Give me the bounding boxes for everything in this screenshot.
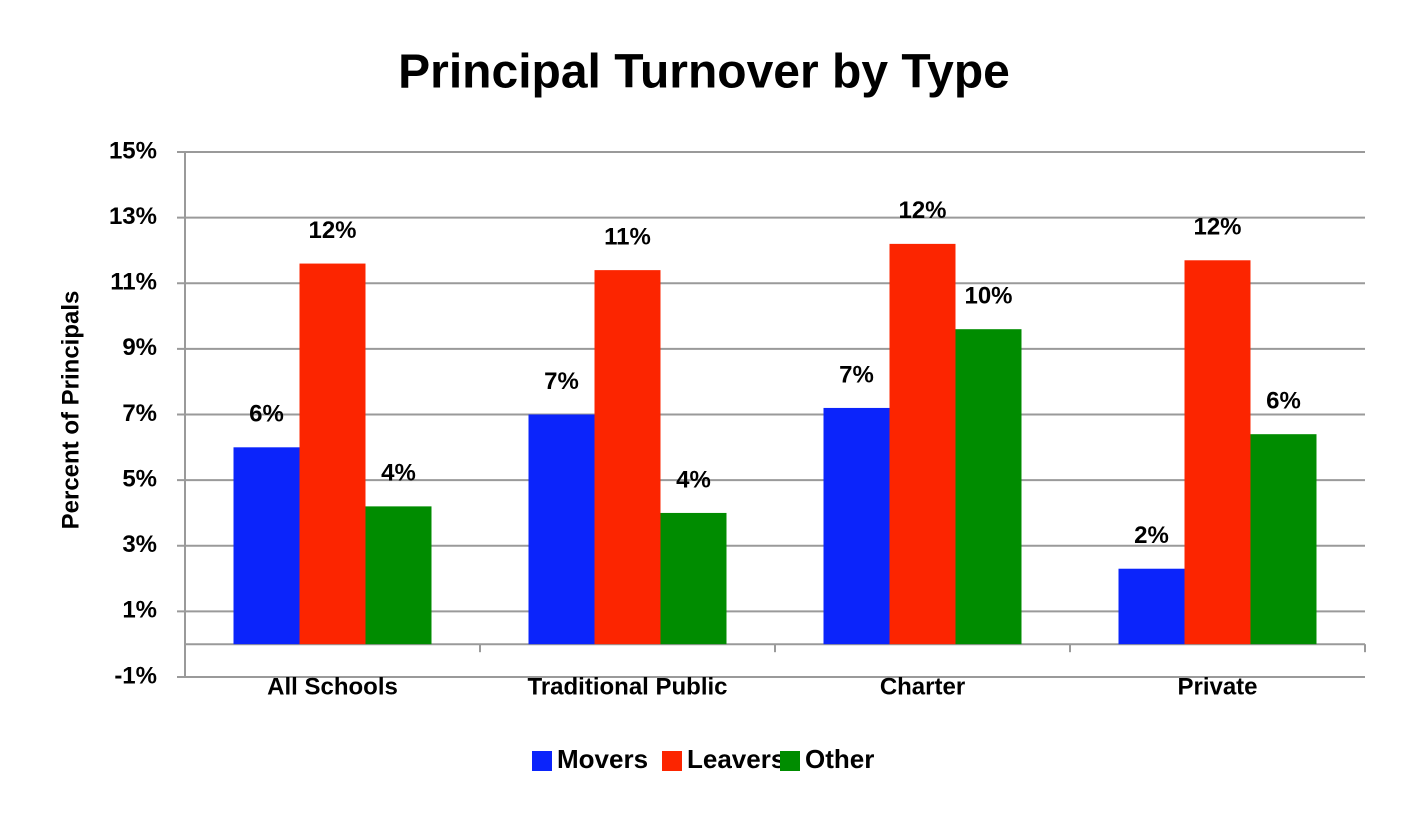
- legend-label: Movers: [557, 744, 648, 774]
- value-label: 12%: [1193, 214, 1241, 241]
- bar: [660, 512, 727, 645]
- value-label: 6%: [1266, 388, 1301, 415]
- bar: [823, 407, 890, 645]
- bar: [365, 506, 432, 645]
- legend-swatch: [532, 751, 552, 771]
- legend-label: Leavers: [687, 744, 785, 774]
- bar: [233, 447, 300, 645]
- value-label: 4%: [381, 460, 416, 487]
- legend-label: Other: [805, 744, 874, 774]
- value-label: 7%: [839, 361, 874, 388]
- value-label: 6%: [249, 401, 284, 428]
- y-tick-label: 13%: [109, 203, 157, 230]
- value-label: 7%: [544, 368, 579, 395]
- value-label: 4%: [676, 466, 711, 493]
- y-tick-label: 15%: [109, 137, 157, 164]
- value-label: 12%: [898, 197, 946, 224]
- y-tick-label: 5%: [122, 465, 157, 492]
- bar: [955, 329, 1022, 645]
- x-tick-label: Charter: [880, 673, 965, 700]
- y-tick-label: 7%: [122, 400, 157, 427]
- value-label: 12%: [308, 217, 356, 244]
- y-tick-label: 9%: [122, 334, 157, 361]
- x-tick-label: Private: [1177, 673, 1257, 700]
- bar: [528, 414, 595, 645]
- y-tick-label: 3%: [122, 531, 157, 558]
- bar: [1184, 260, 1251, 645]
- x-tick-label: All Schools: [267, 673, 398, 700]
- bar: [299, 263, 366, 645]
- value-label: 11%: [604, 223, 651, 250]
- y-axis-label: Percent of Principals: [57, 291, 84, 530]
- bar: [1118, 568, 1185, 645]
- value-label: 2%: [1134, 522, 1169, 549]
- legend-swatch: [662, 751, 682, 771]
- bar: [889, 243, 956, 645]
- y-tick-label: -1%: [114, 662, 157, 689]
- y-tick-label: 1%: [122, 597, 157, 624]
- bar: [594, 270, 661, 645]
- legend-swatch: [780, 751, 800, 771]
- x-tick-label: Traditional Public: [527, 673, 727, 700]
- value-label: 10%: [964, 283, 1012, 310]
- bar: [1250, 434, 1317, 645]
- chart-title: Principal Turnover by Type: [398, 46, 1010, 99]
- y-tick-label: 11%: [110, 269, 157, 296]
